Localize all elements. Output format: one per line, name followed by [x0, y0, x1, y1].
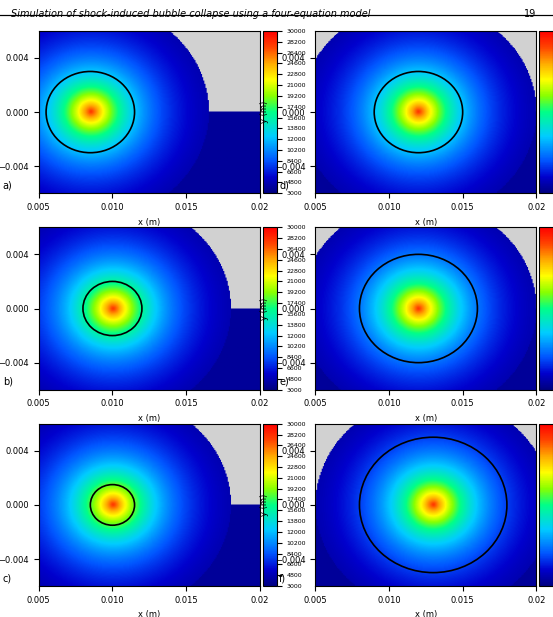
Text: b): b) — [3, 376, 13, 387]
X-axis label: x (m): x (m) — [415, 610, 437, 617]
X-axis label: x (m): x (m) — [138, 414, 160, 423]
X-axis label: x (m): x (m) — [138, 218, 160, 226]
Y-axis label: y (m): y (m) — [260, 297, 269, 320]
Text: c): c) — [3, 573, 12, 583]
Text: a): a) — [3, 180, 13, 190]
Y-axis label: y (m): y (m) — [260, 494, 269, 516]
X-axis label: x (m): x (m) — [415, 414, 437, 423]
X-axis label: x (m): x (m) — [138, 610, 160, 617]
Text: Simulation of shock-induced bubble collapse using a four-equation model: Simulation of shock-induced bubble colla… — [11, 9, 371, 19]
X-axis label: x (m): x (m) — [415, 218, 437, 226]
Text: f): f) — [279, 573, 286, 583]
Y-axis label: y (m): y (m) — [260, 101, 269, 123]
Text: d): d) — [279, 180, 289, 190]
Text: 19: 19 — [524, 9, 536, 19]
Text: e): e) — [279, 376, 289, 387]
